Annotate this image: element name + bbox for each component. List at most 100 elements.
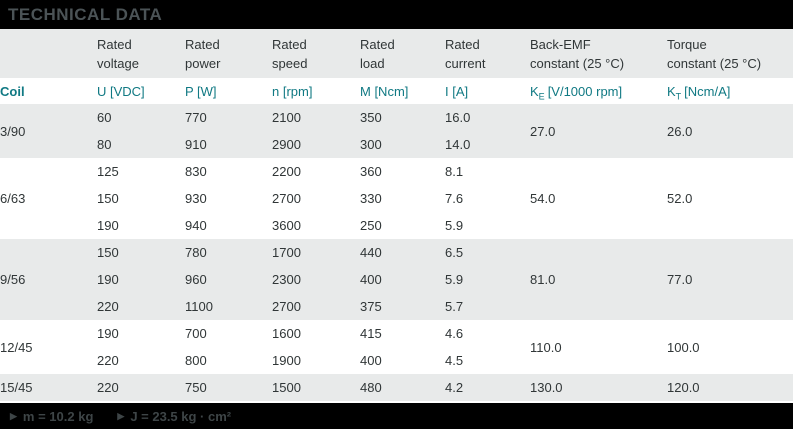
footnote-text: J = 23.5 kg · cm²: [130, 408, 232, 424]
voltage-cell: 190: [97, 320, 185, 347]
voltage-cell: 220: [97, 374, 185, 401]
table-row: 9/56 150 780 1700 440 6.5 81.0 77.0: [0, 239, 793, 320]
current-cell: 7.6: [445, 185, 530, 212]
current-cell: 16.0: [445, 104, 530, 131]
voltage-cell: 60: [97, 104, 185, 131]
speed-cell: 2200: [272, 158, 360, 185]
load-cell: 480: [360, 374, 445, 401]
speed-unit-header: n [rpm]: [272, 83, 313, 99]
footer-bar: ▶ m = 10.2 kg ▶ J = 23.5 kg · cm²: [0, 403, 793, 429]
power-cell: 780: [185, 239, 272, 266]
speed-cell: 2300: [272, 266, 360, 293]
load-cell: 440: [360, 239, 445, 266]
table-row: 12/45 190 700 1600 415 4.6 110.0 100.0: [0, 320, 793, 374]
coil-label: 9/56: [0, 239, 97, 320]
current-cell: 4.6: [445, 320, 530, 347]
header-line: speed: [272, 55, 308, 71]
coil-label: 6/63: [0, 158, 97, 239]
ke-subscript: E: [538, 91, 545, 102]
table-row: 3/90 60 770 2100 350 16.0 27.0 26.0: [0, 104, 793, 158]
ke-cell: 27.0: [530, 104, 667, 158]
page-title: TECHNICAL DATA: [8, 4, 163, 24]
power-cell: 700: [185, 320, 272, 347]
speed-cell: 1900: [272, 347, 360, 374]
table-row: 190 960 2300 400 5.9: [0, 266, 793, 293]
col-header-back-emf-constant: Back-EMF constant (25 °C): [530, 29, 667, 78]
power-cell: 800: [185, 347, 272, 374]
speed-cell: 3600: [272, 212, 360, 239]
voltage-cell: 220: [97, 293, 185, 320]
current-cell: 8.1: [445, 158, 530, 185]
load-cell: 375: [360, 293, 445, 320]
ke-symbol: K: [530, 83, 539, 99]
power-cell: 940: [185, 212, 272, 239]
power-cell: 750: [185, 374, 272, 401]
col-header-rated-current: Rated current: [445, 29, 530, 78]
column-header-row: Rated voltage Rated power Rated speed Ra…: [0, 29, 793, 78]
col-header-rated-voltage: Rated voltage: [97, 29, 185, 78]
voltage-cell: 190: [97, 212, 185, 239]
current-unit-header: I [A]: [445, 83, 469, 99]
kt-cell: 77.0: [667, 239, 793, 320]
load-cell: 360: [360, 158, 445, 185]
power-unit-header: P [W]: [185, 83, 217, 99]
kt-cell: 52.0: [667, 158, 793, 239]
footnote-text: m = 10.2 kg: [22, 408, 94, 424]
kt-subscript: T: [675, 91, 682, 102]
load-cell: 415: [360, 320, 445, 347]
header-line: power: [185, 55, 221, 71]
table-row: 220 1100 2700 375 5.7: [0, 293, 793, 320]
voltage-cell: 150: [97, 185, 185, 212]
current-cell: 14.0: [445, 131, 530, 158]
kt-cell: 100.0: [667, 320, 793, 374]
unit-header-row: Coil U [VDC] P [W] n [rpm] M [Ncm] I [A]…: [0, 78, 793, 104]
ke-cell: 54.0: [530, 158, 667, 239]
table-row: 150 930 2700 330 7.6: [0, 185, 793, 212]
power-cell: 960: [185, 266, 272, 293]
col-header-empty: [0, 29, 97, 78]
footnote-inertia: ▶ J = 23.5 kg · cm²: [117, 409, 231, 424]
header-line: Rated: [185, 36, 220, 52]
table-row: 220 800 1900 400 4.5: [0, 347, 793, 374]
load-unit-header: M [Ncm]: [360, 83, 409, 99]
load-cell: 350: [360, 104, 445, 131]
title-bar: TECHNICAL DATA: [0, 0, 793, 29]
current-cell: 4.2: [445, 374, 530, 401]
current-cell: 5.7: [445, 293, 530, 320]
speed-cell: 1600: [272, 320, 360, 347]
header-line: voltage: [97, 55, 139, 71]
kt-unit: [Ncm/A]: [684, 83, 731, 99]
voltage-cell: 80: [97, 131, 185, 158]
technical-data-table: Rated voltage Rated power Rated speed Ra…: [0, 29, 793, 401]
ke-cell: 110.0: [530, 320, 667, 374]
coil-label: 3/90: [0, 104, 97, 158]
ke-cell: 81.0: [530, 239, 667, 320]
speed-cell: 2900: [272, 131, 360, 158]
arrow-bullet-icon: ▶: [117, 410, 125, 421]
header-line: load: [360, 55, 385, 71]
header-line: constant (25 °C): [530, 55, 625, 71]
col-header-rated-power: Rated power: [185, 29, 272, 78]
col-header-torque-constant: Torque constant (25 °C): [667, 29, 793, 78]
header-line: Rated: [272, 36, 307, 52]
load-cell: 400: [360, 347, 445, 374]
kt-unit-header: KT [Ncm/A]: [667, 78, 793, 104]
power-cell: 770: [185, 104, 272, 131]
kt-cell: 26.0: [667, 104, 793, 158]
table-row: 6/63 125 830 2200 360 8.1 54.0 52.0: [0, 158, 793, 239]
power-cell: 910: [185, 131, 272, 158]
ke-cell: 130.0: [530, 374, 667, 401]
col-header-rated-speed: Rated speed: [272, 29, 360, 78]
arrow-bullet-icon: ▶: [10, 410, 17, 421]
header-line: Torque: [667, 36, 707, 52]
header-line: Back-EMF: [530, 36, 591, 52]
speed-cell: 2700: [272, 293, 360, 320]
coil-label: 15/45: [0, 374, 97, 401]
power-cell: 830: [185, 158, 272, 185]
ke-unit-header: KE [V/1000 rpm]: [530, 78, 667, 104]
current-cell: 5.9: [445, 212, 530, 239]
footnote-mass: ▶ m = 10.2 kg: [10, 409, 93, 424]
coil-label: 12/45: [0, 320, 97, 374]
voltage-cell: 150: [97, 239, 185, 266]
